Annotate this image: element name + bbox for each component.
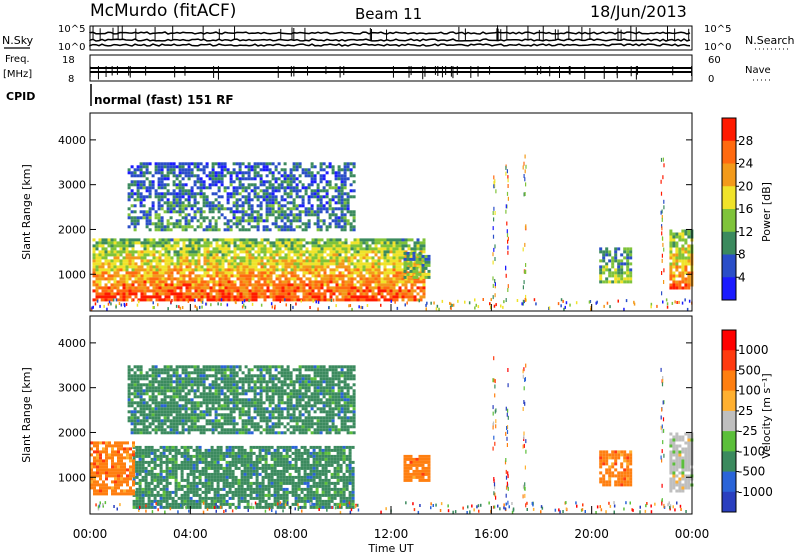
y-tick-label: 1000	[58, 268, 86, 281]
colorbar-swatch	[722, 410, 736, 432]
colorbar-swatch	[722, 163, 736, 187]
colorbar-tick-label: 500	[738, 363, 761, 377]
station-title: McMurdo (fitACF)	[90, 1, 236, 21]
colorbar-swatch	[722, 118, 736, 142]
power-patch	[669, 229, 694, 290]
colorbar-swatch	[722, 491, 736, 513]
power-patch	[127, 162, 356, 232]
nsky-tick-bottom: 10^0	[58, 42, 85, 53]
y-tick-label: 4000	[58, 337, 86, 350]
velocity-patch	[132, 445, 355, 509]
freq-tick-top: 18	[62, 55, 75, 66]
colorbar-tick-label: 12	[738, 225, 753, 239]
x-axis-label: Time UT	[367, 542, 413, 554]
x-tick-label: 20:00	[574, 527, 609, 541]
power-panel: Slant Range [km] 1000 2000 3000 4000	[20, 112, 694, 312]
power-colorbar: 4 8 12 16 20 24 28	[721, 117, 753, 301]
date-title: 18/Jun/2013	[590, 2, 687, 21]
power-patch	[599, 247, 633, 284]
velocity-patch	[403, 454, 431, 482]
freq-tick-bottom: 8	[68, 74, 74, 85]
nsky-label: N.Sky	[2, 34, 34, 47]
y-tick-label: 3000	[58, 179, 86, 192]
nsearch-label: N.Search	[745, 34, 795, 47]
colorbar-swatch	[722, 390, 736, 412]
colorbar-tick-label: 100	[738, 384, 761, 398]
velocity-patch	[90, 441, 135, 496]
nsky-trace	[89, 31, 691, 35]
velocity-colorbar-label: Velocity [m s⁻¹]	[760, 373, 773, 458]
power-ylabel: Slant Range [km]	[20, 164, 33, 260]
cpid-label: CPID	[6, 90, 35, 103]
colorbar-tick-label: 28	[738, 134, 753, 148]
x-tick-label: 16:00	[474, 527, 509, 541]
velocity-panel: Slant Range [km] 1000 2000 3000 4000 00:00 0…	[20, 304, 709, 541]
colorbar-swatch	[722, 277, 736, 301]
colorbar-swatch	[722, 330, 736, 351]
y-tick-label: 2000	[58, 223, 86, 236]
y-tick-label: 3000	[58, 382, 86, 395]
colorbar-tick-label: 1000	[738, 343, 769, 357]
velocity-ylabel: Slant Range [km]	[20, 367, 33, 463]
colorbar-swatch	[722, 471, 736, 493]
colorbar-swatch	[722, 140, 736, 164]
nave-label: Nave	[745, 65, 771, 76]
colorbar-tick-label: 16	[738, 202, 753, 216]
colorbar-tick-label: 25	[738, 404, 753, 418]
x-tick-label: 12:00	[374, 527, 409, 541]
colorbar-tick-label: -1000	[738, 485, 773, 499]
cpid-text: normal (fast) 151 RF	[94, 93, 234, 107]
nsky-trace	[89, 43, 691, 47]
freq-label-2: [MHz]	[3, 69, 32, 80]
colorbar-swatch	[722, 350, 736, 371]
colorbar-tick-label: 20	[738, 179, 753, 193]
nsearch-tick-bottom: 10^0	[704, 42, 731, 53]
colorbar-tick-label: 4	[738, 270, 746, 284]
power-patch	[92, 238, 426, 302]
velocity-patch	[599, 450, 633, 487]
colorbar-swatch	[722, 186, 736, 210]
y-tick-label: 4000	[58, 134, 86, 147]
beam-title: Beam 11	[355, 5, 422, 23]
x-tick-label: 00:00	[73, 527, 108, 541]
velocity-colorbar: 1000 500 100 25 -25 -100 -500 -1000	[721, 329, 773, 513]
nave-tick-bottom: 0	[708, 74, 714, 85]
colorbar-swatch	[722, 209, 736, 233]
colorbar-tick-label: -25	[738, 424, 758, 438]
y-tick-label: 1000	[58, 471, 86, 484]
colorbar-tick-label: 8	[738, 248, 746, 262]
colorbar-swatch	[722, 254, 736, 278]
colorbar-swatch	[722, 451, 736, 473]
colorbar-tick-label: -500	[738, 465, 765, 479]
nsearch-tick-top: 10^5	[704, 24, 731, 35]
colorbar-swatch	[722, 231, 736, 255]
power-near-range-scatter	[90, 154, 693, 311]
colorbar-swatch	[722, 370, 736, 392]
x-tick-label: 08:00	[273, 527, 308, 541]
nsky-trace	[89, 38, 691, 42]
x-tick-label: 00:00	[675, 527, 710, 541]
colorbar-tick-label: -100	[738, 444, 765, 458]
freq-label-1: Freq.	[5, 54, 30, 65]
velocity-patch	[669, 432, 694, 493]
colorbar-tick-label: 24	[738, 157, 753, 171]
colorbar-swatch	[722, 431, 736, 452]
power-colorbar-label: Power [dB]	[760, 182, 773, 242]
nsky-panel: N.Sky 10^5 10^0 10^5 10^0 N.Search	[2, 24, 795, 53]
power-patch	[403, 251, 431, 279]
velocity-patch	[127, 365, 356, 435]
freq-panel: Freq. [MHz] 18 8 60 0 Nave	[3, 54, 771, 85]
y-tick-label: 2000	[58, 426, 86, 439]
nsky-tick-top: 10^5	[58, 24, 85, 35]
nave-tick-top: 60	[708, 55, 721, 66]
velocity-near-range-scatter	[95, 356, 687, 514]
x-tick-label: 04:00	[173, 527, 208, 541]
